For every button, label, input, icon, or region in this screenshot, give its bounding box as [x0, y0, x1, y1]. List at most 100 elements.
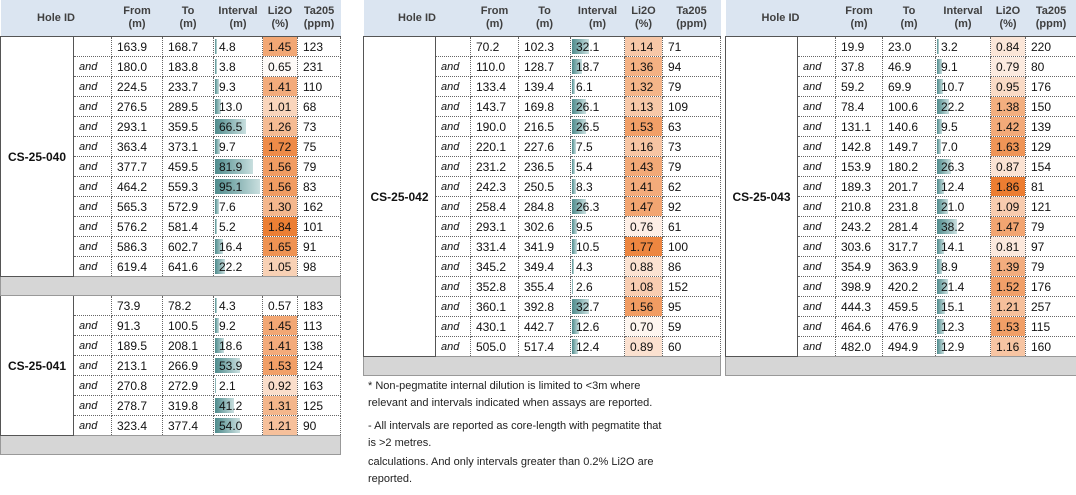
- cell: 1.36: [624, 56, 663, 77]
- cell: 79: [662, 76, 721, 97]
- cell: 281.4: [882, 216, 936, 237]
- header-label: From: [480, 5, 509, 17]
- cell: 18.6: [213, 335, 263, 356]
- cell: 59.2: [835, 76, 883, 97]
- data-row: and 398.9 420.2 21.4 1.52 176: [726, 276, 1076, 297]
- cell: 86: [662, 256, 721, 277]
- value: 641.6: [168, 259, 199, 274]
- cell: 32.7: [570, 296, 625, 317]
- connector: and: [73, 236, 112, 257]
- cell: 4.3: [213, 295, 263, 316]
- interval-bar: [215, 358, 241, 373]
- header-row: Hole ID From (m) To (m) Interval (m) Li2O (%) Ta2…: [725, 0, 1076, 37]
- value: 231.8: [888, 199, 919, 214]
- cell: 0.65: [262, 56, 298, 77]
- value: 505.0: [476, 339, 507, 354]
- cell: 6.1: [570, 76, 625, 97]
- header-label: To: [538, 5, 551, 17]
- cell: 10.7: [935, 76, 991, 97]
- value: 189.5: [117, 338, 148, 353]
- interval-bar: [215, 79, 220, 94]
- interval-bar: [215, 199, 219, 214]
- header-row: Hole ID From (m) To (m) Interval (m) Li2O (%) Ta2…: [363, 0, 721, 37]
- value: 81: [1031, 179, 1045, 194]
- value: 9.7: [219, 139, 236, 154]
- header-label: Ta205: [1035, 5, 1067, 17]
- data-row: CS-25-041 73.9 78.2 4.3 0.57 183: [0, 295, 341, 436]
- cell: 1.16: [990, 336, 1026, 357]
- value: 138: [303, 338, 324, 353]
- value: 16.4: [219, 239, 243, 254]
- interval-bar: [215, 378, 216, 393]
- value: 289.5: [168, 99, 199, 114]
- cell: 26.5: [570, 116, 625, 137]
- data-row: and 190.0 216.5 26.5 1.53 63: [364, 116, 721, 137]
- data-row: and 354.9 363.9 8.9 1.39 79: [726, 256, 1076, 277]
- data-row: and 189.3 201.7 12.4 1.86 81: [726, 176, 1076, 197]
- cell: 69.9: [882, 76, 936, 97]
- hole-id: CS-25-043: [725, 36, 798, 357]
- data-row: and 293.1 302.6 9.5 0.76 61: [364, 216, 721, 237]
- value: 9.2: [219, 318, 236, 333]
- value: 62: [668, 179, 682, 194]
- cell: 1.08: [624, 276, 663, 297]
- cell: 341.9: [518, 236, 571, 257]
- value: 176: [1031, 79, 1052, 94]
- connector: [73, 36, 112, 57]
- data-row: and 444.3 459.5 15.1 1.21 257: [726, 296, 1076, 317]
- data-row: and 131.1 140.6 9.5 1.42 139: [726, 116, 1076, 137]
- table-wrap: Hole ID From (m) To (m) Interval (m) Li2O (%) Ta2…: [0, 0, 341, 455]
- cell: 360.1: [470, 296, 519, 317]
- cell: 210.8: [835, 196, 883, 217]
- value: 66.5: [219, 119, 243, 134]
- cell: 110: [297, 76, 341, 97]
- cell: 243.2: [835, 216, 883, 237]
- separator: [363, 356, 721, 376]
- interval-bar: [572, 279, 574, 294]
- interval-bar: [572, 239, 578, 254]
- cell: 169.8: [518, 96, 571, 117]
- data-row: CS-25-042 70.2 102.3 32.1 1.14 71: [363, 36, 721, 357]
- value: 10.5: [576, 239, 600, 254]
- value: 1.39: [996, 259, 1020, 274]
- connector: and: [435, 96, 471, 117]
- connector: and: [797, 296, 836, 317]
- connector: and: [797, 196, 836, 217]
- cell: 133.4: [470, 76, 519, 97]
- value: 266.9: [168, 358, 199, 373]
- cell: 270.8: [111, 375, 163, 396]
- value: 102.3: [524, 39, 555, 54]
- value: 15.1: [941, 299, 965, 314]
- value: 257: [1031, 299, 1052, 314]
- cell: 1.21: [262, 415, 298, 436]
- value: 0.87: [996, 159, 1020, 174]
- cell: 23.0: [882, 36, 936, 57]
- value: 459.5: [168, 159, 199, 174]
- cell: 79: [1025, 216, 1076, 237]
- separator-row: [0, 276, 341, 296]
- value: 12.4: [576, 339, 600, 354]
- cell: 189.5: [111, 335, 163, 356]
- cell: 602.7: [162, 236, 214, 257]
- value: 97: [1031, 239, 1045, 254]
- value: 162: [303, 199, 324, 214]
- value: 21.0: [941, 199, 965, 214]
- cell: 0.76: [624, 216, 663, 237]
- connector: and: [797, 96, 836, 117]
- data-row: and 142.8 149.7 7.0 1.63 129: [726, 136, 1076, 157]
- value: 1.52: [996, 279, 1020, 294]
- table-wrap: Hole ID From (m) To (m) Interval (m) Li2O (%) Ta2…: [363, 0, 721, 376]
- value: 4.3: [219, 298, 236, 313]
- header-label: Interval: [218, 5, 258, 17]
- value: 517.4: [524, 339, 555, 354]
- connector: and: [435, 156, 471, 177]
- interval-bar: [572, 79, 576, 94]
- value: 109: [668, 99, 689, 114]
- value: 494.9: [888, 339, 919, 354]
- value: 1.41: [268, 79, 292, 94]
- data-row: CS-25-043 19.9 23.0 3.2 0.84 220: [725, 36, 1076, 357]
- value: 92: [668, 199, 682, 214]
- cell: 12.4: [570, 336, 625, 357]
- cell: 100.6: [882, 96, 936, 117]
- value: 12.4: [941, 179, 965, 194]
